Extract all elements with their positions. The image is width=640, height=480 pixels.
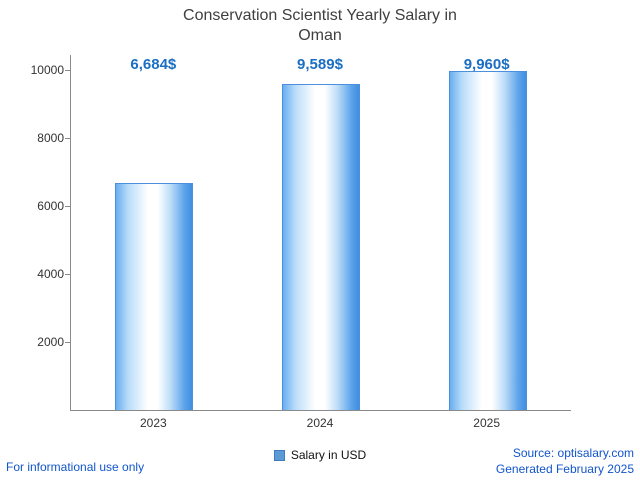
y-axis-tick-label: 4000 [37,267,64,281]
bar-value-label: 9,589$ [297,56,343,73]
y-axis-tick-label: 2000 [37,335,64,349]
legend: Salary in USD [0,448,640,462]
disclaimer-text: For informational use only [6,460,145,474]
y-axis-tick-mark [65,342,70,343]
chart-title: Conservation Scientist Yearly Salary in … [183,7,457,44]
y-axis-tick-mark [65,206,70,207]
y-axis-tick-label: 6000 [37,199,64,213]
plot-area [70,55,571,411]
x-axis-category-label: 2024 [306,416,334,430]
x-axis-category-label: 2023 [139,416,167,430]
legend-label: Salary in USD [290,448,367,462]
bar-2025 [448,71,527,410]
bar-value-label: 9,960$ [463,56,510,73]
bar-2023 [115,183,194,410]
legend-marker-icon [273,449,285,461]
generated-date: Generated February 2025 [495,461,634,476]
y-axis-tick-label: 8000 [37,131,64,145]
y-axis-tick-label: 10000 [30,63,64,77]
bar-value-label: 6,684$ [130,56,177,73]
source-link[interactable]: Source: optisalary.com [512,446,634,460]
source-block: Source: optisalary.com Generated Februar… [496,446,634,477]
bar-2024 [282,84,360,410]
x-axis-category-label: 2025 [473,416,500,430]
y-axis-tick-mark [65,138,70,139]
y-axis-tick-mark [65,70,70,71]
y-axis-tick-mark [65,274,70,275]
